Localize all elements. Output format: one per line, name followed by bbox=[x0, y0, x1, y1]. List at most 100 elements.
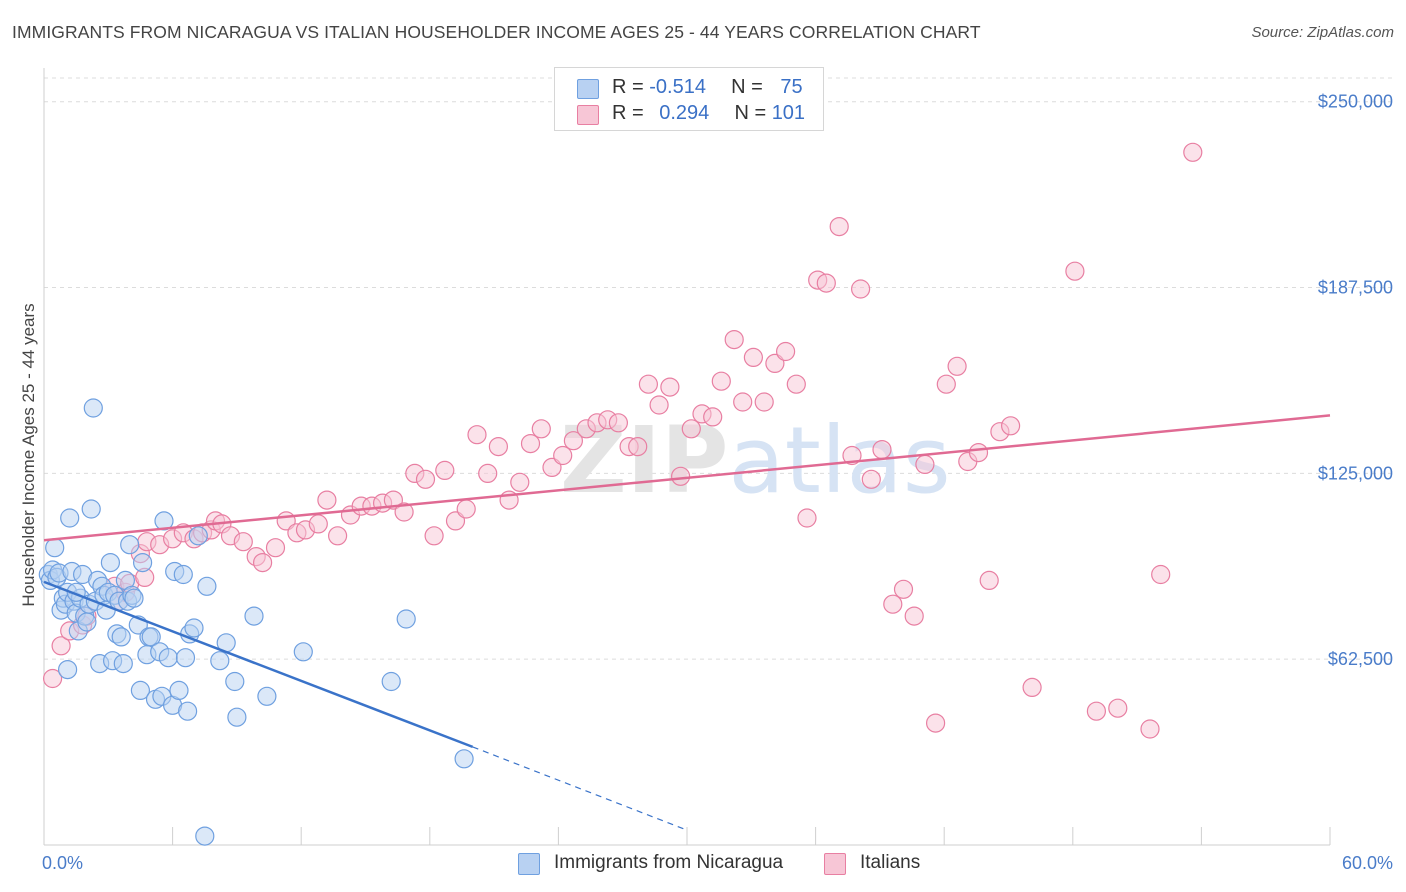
data-point bbox=[424, 526, 444, 546]
data-point bbox=[649, 395, 669, 415]
data-point bbox=[542, 457, 562, 477]
data-point bbox=[141, 627, 161, 647]
watermark: ZIPatlas bbox=[560, 407, 951, 514]
legend-n-value: 101 bbox=[771, 102, 806, 124]
axes bbox=[43, 68, 1331, 846]
data-point bbox=[904, 606, 924, 626]
data-point bbox=[979, 570, 999, 591]
bottom-legend-label: Immigrants from Nicaragua bbox=[554, 852, 784, 873]
y-tick-label: $250,000 bbox=[1318, 92, 1393, 112]
x-tick-label: 60.0% bbox=[1342, 853, 1393, 873]
data-point bbox=[328, 526, 348, 546]
data-point bbox=[133, 552, 153, 573]
data-point bbox=[257, 686, 277, 706]
data-point bbox=[265, 538, 286, 558]
data-point bbox=[608, 413, 629, 433]
legend-r-value: 0.294 bbox=[659, 102, 710, 124]
data-point bbox=[77, 612, 97, 632]
data-point bbox=[936, 374, 956, 394]
data-point bbox=[1151, 564, 1171, 585]
data-point bbox=[915, 454, 935, 474]
data-point bbox=[317, 490, 337, 510]
data-point bbox=[816, 273, 836, 293]
legend-text: R = -0.514 N = 75 bbox=[612, 76, 803, 99]
watermark-atlas: atlas bbox=[728, 407, 950, 514]
data-point bbox=[111, 627, 131, 647]
data-point bbox=[173, 564, 193, 585]
legend-swatch-blue bbox=[577, 79, 599, 99]
data-point bbox=[42, 668, 63, 689]
source-label: Source: ZipAtlas.com bbox=[1251, 24, 1394, 41]
data-point bbox=[178, 701, 198, 721]
bottom-legend-label: Italians bbox=[860, 852, 921, 873]
y-tick-label: $62,500 bbox=[1328, 649, 1393, 669]
y-tick-labels: $62,500 $125,000 $187,500 $250,000 bbox=[1318, 92, 1393, 669]
data-point bbox=[660, 377, 680, 397]
data-point bbox=[233, 532, 253, 552]
data-point bbox=[210, 651, 230, 671]
data-point bbox=[293, 642, 313, 662]
data-point bbox=[883, 594, 903, 614]
data-point bbox=[120, 535, 140, 555]
data-point bbox=[1108, 698, 1128, 718]
legend: R = -0.514 N = 75 R = 0.294 N = 101 bbox=[554, 67, 824, 131]
data-point bbox=[478, 463, 498, 483]
data-point bbox=[842, 445, 862, 466]
data-point bbox=[797, 508, 817, 528]
data-point bbox=[724, 330, 744, 350]
data-point bbox=[765, 353, 785, 373]
data-point bbox=[1140, 719, 1160, 739]
x-tick-labels: 0.0% 60.0% bbox=[42, 853, 1393, 873]
grid-lines bbox=[44, 77, 1395, 660]
y-tick-label: $125,000 bbox=[1318, 463, 1393, 483]
data-point bbox=[456, 499, 476, 519]
data-point bbox=[381, 671, 401, 692]
legend-swatch-pink bbox=[577, 105, 599, 125]
series-nicaragua bbox=[38, 398, 474, 846]
data-point bbox=[197, 576, 217, 596]
data-point bbox=[850, 279, 871, 299]
legend-n-label: N = bbox=[731, 76, 763, 98]
data-point bbox=[83, 398, 103, 418]
legend-r-label: R = bbox=[612, 102, 644, 124]
data-point bbox=[51, 636, 71, 656]
trend-lines bbox=[43, 414, 1331, 831]
chart-title: IMMIGRANTS FROM NICARAGUA VS ITALIAN HOU… bbox=[12, 22, 981, 42]
data-point bbox=[227, 707, 247, 727]
data-point bbox=[968, 443, 989, 463]
data-point bbox=[520, 434, 541, 454]
legend-text: R = 0.294 N = 101 bbox=[612, 102, 805, 125]
legend-r-label: R = bbox=[612, 76, 644, 98]
data-point bbox=[703, 407, 723, 427]
data-point bbox=[925, 713, 946, 733]
trend-line-nicaragua-extension bbox=[472, 746, 688, 831]
bottom-legend-swatch-pink bbox=[824, 853, 846, 875]
x-tick-label: 0.0% bbox=[42, 853, 83, 873]
data-point bbox=[60, 508, 80, 528]
data-point bbox=[81, 499, 101, 519]
data-point bbox=[113, 653, 133, 674]
data-point bbox=[415, 469, 436, 489]
data-point bbox=[628, 437, 648, 457]
data-point bbox=[396, 609, 416, 629]
data-point bbox=[829, 217, 849, 237]
data-point bbox=[1065, 261, 1085, 281]
data-point bbox=[1000, 416, 1021, 436]
y-axis-label: Householder Income Ages 25 - 44 years bbox=[19, 303, 38, 606]
data-point bbox=[488, 437, 508, 457]
data-point bbox=[154, 511, 174, 531]
data-point bbox=[195, 826, 215, 846]
data-point bbox=[57, 659, 78, 680]
data-point bbox=[158, 648, 178, 668]
data-point bbox=[947, 356, 967, 376]
data-point bbox=[225, 671, 245, 692]
data-point bbox=[670, 466, 691, 486]
data-point bbox=[775, 341, 796, 362]
data-point bbox=[531, 419, 551, 439]
data-point bbox=[383, 490, 403, 510]
data-point bbox=[1086, 701, 1107, 721]
data-point bbox=[1183, 142, 1203, 162]
legend-n-label: N = bbox=[734, 102, 767, 124]
data-point bbox=[553, 445, 573, 466]
data-point bbox=[786, 374, 806, 394]
